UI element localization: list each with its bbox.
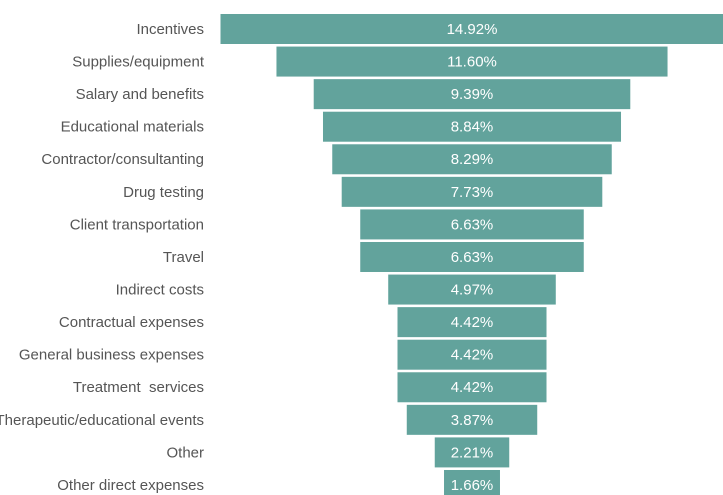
funnel-bar [332, 144, 612, 175]
value-label: 3.87% [451, 412, 494, 429]
funnel-bar [406, 404, 538, 435]
value-label: 8.29% [451, 151, 494, 168]
value-label: 4.42% [451, 379, 494, 396]
value-label: 6.63% [451, 249, 494, 266]
funnel-bar [341, 176, 603, 207]
funnel-bar [434, 437, 510, 468]
category-label: Indirect costs [116, 282, 204, 299]
category-label: Travel [163, 249, 204, 266]
category-label: Incentives [136, 21, 204, 38]
funnel-bar [322, 111, 622, 142]
category-label: Other direct expenses [57, 477, 204, 494]
value-label: 4.42% [451, 347, 494, 364]
value-label: 4.42% [451, 314, 494, 331]
value-label: 8.84% [451, 119, 494, 136]
category-label: Supplies/equipment [72, 54, 205, 71]
value-label: 7.73% [451, 184, 494, 201]
funnel-bar [397, 339, 547, 370]
funnel-bar [397, 307, 547, 338]
value-label: 4.97% [451, 282, 494, 299]
category-label: Drug testing [123, 184, 204, 201]
category-label: Contractual expenses [59, 314, 204, 331]
value-label: 11.60% [447, 54, 497, 71]
category-label: Contractor/consultanting [41, 151, 204, 168]
value-label: 14.92% [447, 21, 498, 38]
funnel-bar [276, 46, 668, 77]
value-label: 6.63% [451, 216, 494, 233]
value-label: 1.66% [451, 477, 494, 494]
funnel-bar [397, 372, 547, 403]
category-label: General business expenses [19, 347, 204, 364]
value-label: 9.39% [451, 86, 494, 103]
category-label: Other [166, 444, 204, 461]
category-label: Treatment services [73, 379, 204, 396]
category-label: Salary and benefits [76, 86, 204, 103]
funnel-bar [220, 14, 723, 44]
category-label: Therapeutic/educational events [0, 412, 204, 429]
funnel-bar [360, 209, 584, 240]
funnel-bar [388, 274, 556, 305]
funnel-bar [313, 79, 631, 110]
value-label: 2.21% [451, 444, 494, 461]
funnel-bar [444, 469, 500, 495]
category-label: Educational materials [61, 119, 204, 136]
category-label: Client transportation [70, 216, 204, 233]
funnel-bar [360, 241, 584, 272]
